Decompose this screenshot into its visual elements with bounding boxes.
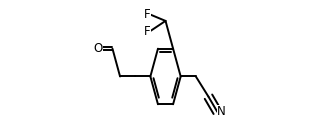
Text: F: F [144,8,150,21]
Text: F: F [144,25,150,38]
Text: N: N [217,105,226,118]
Text: O: O [93,42,102,55]
